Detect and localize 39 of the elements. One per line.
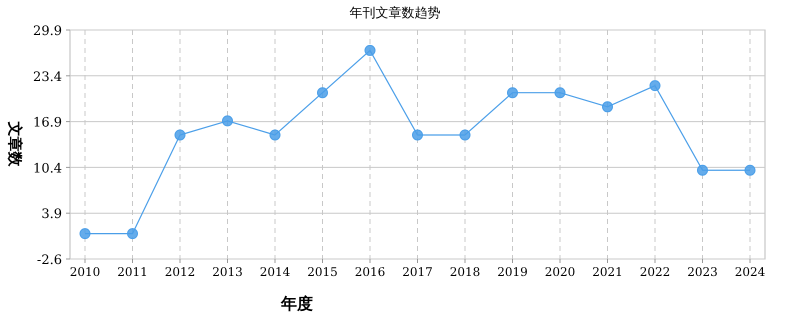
point: [697, 164, 708, 176]
x-tick-label: 2011: [117, 265, 148, 279]
point: [127, 228, 138, 240]
point: [602, 101, 613, 112]
x-tick-label: 2019: [497, 265, 528, 279]
x-tick-label: 2015: [307, 265, 338, 279]
point: [270, 129, 280, 140]
point: [364, 44, 376, 56]
x-tick-label: 2023: [687, 265, 718, 279]
y-tick-label: 29.9: [33, 24, 62, 39]
point: [650, 80, 660, 92]
x-tick-label: 2012: [164, 265, 196, 279]
y-axis-title: 文章数: [6, 120, 24, 168]
point: [317, 87, 328, 98]
y-tick-label: 10.4: [33, 161, 62, 176]
point: [80, 228, 90, 240]
x-tick-label: 2017: [402, 265, 433, 279]
x-tick-label: 2014: [260, 265, 291, 279]
point: [460, 129, 470, 140]
point: [222, 115, 233, 126]
y-tick-label: -2.6: [36, 253, 62, 268]
x-tick-label: 2022: [640, 265, 670, 279]
chart-title: 年刊文章数趋势: [350, 6, 440, 21]
point: [507, 87, 518, 98]
point: [174, 129, 186, 140]
x-tick-label: 2021: [592, 265, 623, 279]
x-tick-label: 2010: [70, 265, 100, 279]
y-tick-label: 23.4: [33, 70, 62, 85]
point: [744, 164, 756, 176]
point: [554, 87, 566, 98]
x-axis-title: 年度: [280, 294, 313, 313]
x-tick-label: 2013: [212, 265, 243, 279]
point: [412, 129, 423, 140]
x-tick-label: 2018: [450, 265, 480, 279]
y-tick-label: 3.9: [41, 207, 62, 222]
x-tick-label: 2024: [734, 265, 766, 279]
x-tick-label: 2020: [544, 265, 576, 279]
x-tick-label: 2016: [354, 265, 386, 279]
y-tick-label: 16.9: [33, 116, 62, 131]
